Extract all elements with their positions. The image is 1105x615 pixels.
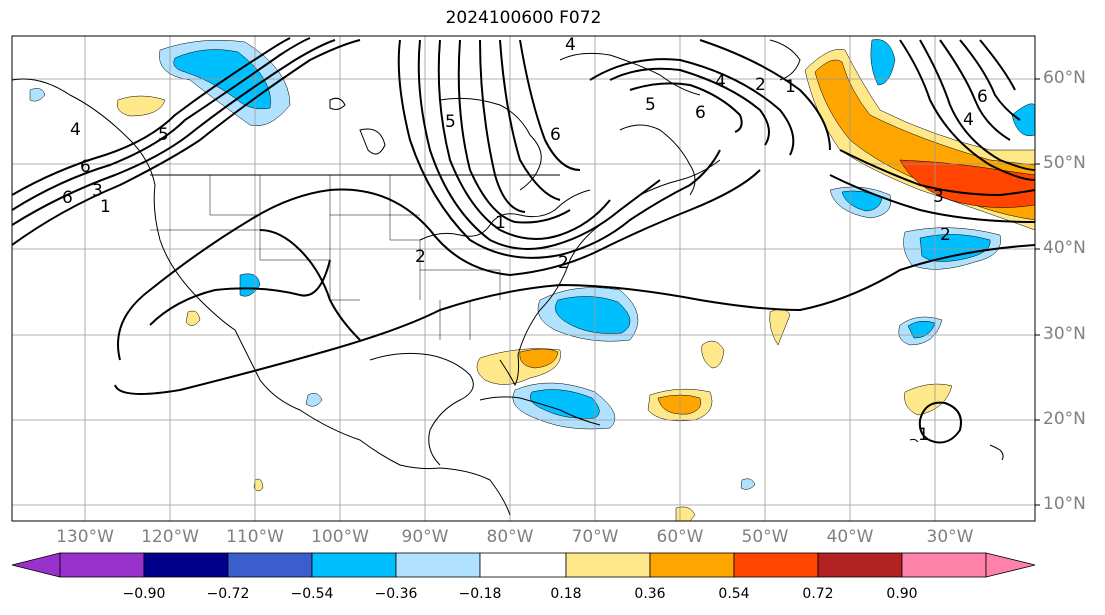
colorbar-seg <box>59 552 145 578</box>
colorbar-seg <box>733 552 819 578</box>
contour-label: 5 <box>645 95 656 115</box>
lat-label: 10°N <box>1043 494 1086 514</box>
state-borders <box>150 175 501 340</box>
contour-label: 5 <box>158 125 169 145</box>
contour-label: 4 <box>963 110 974 130</box>
colorbar-seg <box>565 552 651 578</box>
contour-lines <box>12 37 1035 444</box>
contour-label: 4 <box>715 72 726 92</box>
contour-label: 3 <box>92 181 103 201</box>
contour-label: 1 <box>785 77 796 97</box>
shade-small-7 <box>29 88 46 102</box>
shade-atl-pos-2-core <box>657 394 701 415</box>
map-title: 2024100600 F072 <box>445 8 602 28</box>
colorbar-tick: 0.54 <box>718 586 750 602</box>
shade-atl-neg-1-core <box>555 296 631 334</box>
contour-label: 1 <box>918 425 929 445</box>
contour-label: 2 <box>940 225 951 245</box>
lon-label: 100°W <box>311 527 369 547</box>
contour-label: 5 <box>445 112 456 132</box>
colorbar-over <box>985 552 1036 578</box>
colorbar-tick: 0.90 <box>886 586 918 602</box>
lat-label: 20°N <box>1043 409 1086 429</box>
shade-pacific-pos <box>117 95 166 117</box>
colorbar <box>11 552 1036 578</box>
map-area: 5 6 4 3 1 6 5 4 2 1 6 5 6 4 2 1 6 4 3 2 … <box>12 35 1035 521</box>
colorbar-tick: −0.36 <box>374 586 418 602</box>
colorbar-under <box>11 552 61 578</box>
colorbar-tick: 0.36 <box>634 586 666 602</box>
shade-small-6 <box>253 478 264 492</box>
lat-label: 60°N <box>1043 68 1086 88</box>
colorbar-tick: −0.72 <box>206 586 250 602</box>
colorbar-tick: 0.72 <box>802 586 834 602</box>
lon-label: 60°W <box>656 527 704 547</box>
contour-label: 6 <box>80 157 91 177</box>
contour-label: 3 <box>933 187 944 207</box>
contour-label: 1 <box>495 213 506 233</box>
shade-ne-neg-5 <box>1011 103 1035 137</box>
graticule <box>12 36 1035 521</box>
lon-label: 110°W <box>226 527 284 547</box>
shade-atl-pos-3 <box>701 340 725 369</box>
lat-label: 30°N <box>1043 324 1086 344</box>
lat-label: 40°N <box>1043 238 1086 258</box>
lon-label: 130°W <box>56 527 114 547</box>
shade-small-3 <box>305 393 323 407</box>
contour-label: 6 <box>62 188 73 208</box>
map-frame <box>11 35 1036 522</box>
colorbar-seg <box>817 552 903 578</box>
shade-ne-pos-5 <box>904 383 953 416</box>
colorbar-tick: 0.18 <box>550 586 582 602</box>
contour-label: 2 <box>755 75 766 95</box>
contour-label: 2 <box>558 253 569 273</box>
colorbar-seg <box>649 552 735 578</box>
colorbar-seg <box>143 552 229 578</box>
colorbar-tick: −0.54 <box>290 586 334 602</box>
contour-label: 6 <box>695 103 706 123</box>
lon-label: 90°W <box>401 527 449 547</box>
colorbar-seg <box>395 552 481 578</box>
contour-label: 6 <box>550 125 561 145</box>
lon-label: 80°W <box>486 527 534 547</box>
lon-label: 40°W <box>826 527 874 547</box>
colorbar-seg <box>227 552 313 578</box>
tick-marks <box>1035 78 1040 506</box>
colorbar-tick: −0.90 <box>122 586 166 602</box>
shade-small-4 <box>740 478 756 490</box>
contour-label: 2 <box>415 247 426 267</box>
contour-label: 4 <box>70 120 81 140</box>
contour-label: 1 <box>100 197 111 217</box>
contour-label: 6 <box>977 87 988 107</box>
lon-label: 70°W <box>571 527 619 547</box>
colorbar-seg <box>311 552 397 578</box>
lon-label: 30°W <box>926 527 974 547</box>
shade-small-2 <box>185 310 201 326</box>
colorbar-seg <box>901 552 987 578</box>
contour-label-group: 5 6 4 3 1 6 5 4 2 1 6 5 6 4 2 1 6 4 3 2 … <box>62 35 988 445</box>
shade-fl-pos-core <box>519 348 559 369</box>
colorbar-tick: −0.18 <box>458 586 502 602</box>
lat-label: 50°N <box>1043 153 1086 173</box>
colorbar-seg <box>479 552 567 578</box>
lon-label: 120°W <box>141 527 199 547</box>
contour-label: 4 <box>565 35 576 55</box>
lon-label: 50°W <box>741 527 789 547</box>
